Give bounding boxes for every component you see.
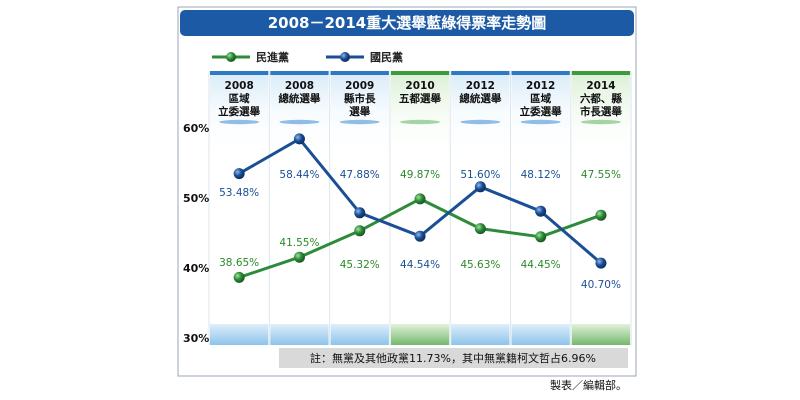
legend: 民進黨 國民黨 — [212, 50, 403, 64]
column-accent — [210, 71, 269, 75]
data-label: 48.12% — [521, 169, 561, 181]
data-label: 44.54% — [400, 259, 440, 271]
column-band — [511, 324, 570, 345]
data-point — [293, 251, 305, 263]
column-background — [210, 71, 269, 161]
column-accent — [270, 71, 329, 75]
column-band — [330, 324, 389, 345]
chart-note: 註：無黨及其他政黨11.73%，其中無黨籍柯文哲占6.96% — [310, 351, 596, 365]
category-label: 總統選舉 — [278, 92, 320, 105]
title-bar — [180, 10, 634, 36]
data-label: 40.70% — [581, 279, 621, 291]
y-tick-label: 40% — [183, 262, 209, 275]
column-accent — [330, 71, 389, 75]
y-tick-label: 30% — [183, 332, 209, 345]
column-band — [571, 324, 631, 345]
data-label: 49.87% — [400, 169, 440, 181]
column-band — [390, 324, 450, 345]
column-accent — [451, 71, 510, 75]
data-point — [414, 230, 426, 242]
legend-marker-dpp — [226, 52, 236, 62]
legend-marker-kmt — [340, 52, 350, 62]
category-label: 2008 — [285, 80, 314, 92]
data-label: 38.65% — [219, 257, 259, 269]
legend-label-kmt: 國民黨 — [370, 50, 403, 64]
data-label: 53.48% — [219, 187, 259, 199]
column-background — [451, 71, 510, 161]
category-label: 立委選舉 — [218, 105, 260, 118]
category-label: 縣市長 — [344, 92, 376, 105]
legend-label-dpp: 民進黨 — [256, 50, 289, 64]
column-backgrounds — [208, 71, 632, 345]
column-background — [511, 71, 570, 161]
series-layer — [233, 133, 607, 283]
data-label: 47.55% — [581, 169, 621, 181]
bottom-bands — [210, 324, 631, 345]
column-background — [270, 71, 329, 161]
column-band — [451, 324, 510, 345]
data-point — [474, 181, 486, 193]
column-background — [571, 71, 631, 161]
column-headers: 2008區域立委選舉2008總統選舉2009縣市長選舉2010五都選舉2012總… — [218, 80, 622, 118]
category-label: 區域 — [229, 92, 250, 105]
data-label: 47.88% — [340, 169, 380, 181]
category-label: 2010 — [405, 80, 434, 92]
category-label: 2012 — [466, 80, 495, 92]
data-point — [535, 231, 547, 243]
data-label: 45.63% — [460, 259, 500, 271]
column-glow — [460, 119, 501, 125]
category-label: 2012 — [526, 80, 555, 92]
category-label: 市長選舉 — [580, 105, 622, 118]
data-label: 41.55% — [279, 237, 319, 249]
category-label: 2009 — [345, 80, 374, 92]
column-glow — [279, 119, 320, 125]
column-glow — [520, 119, 561, 125]
column-background — [330, 71, 389, 161]
data-point — [595, 209, 607, 221]
category-label: 區域 — [530, 92, 551, 105]
data-point — [414, 193, 426, 205]
data-point — [474, 223, 486, 235]
data-label: 58.44% — [279, 169, 319, 181]
data-point — [293, 133, 305, 145]
column-glow — [580, 119, 621, 125]
data-label: 45.32% — [340, 259, 380, 271]
chart-frame — [177, 6, 637, 377]
data-point — [535, 205, 547, 217]
chart-title: 2008－2014重大選舉藍綠得票率走勢圖 — [268, 14, 547, 32]
data-labels: 38.65% 41.55% 45.32% 49.87% 45.63% 44.45% 47.5… — [219, 169, 621, 291]
column-glow — [400, 119, 441, 125]
data-point — [354, 207, 366, 219]
column-band — [270, 324, 329, 345]
data-point — [595, 257, 607, 269]
column-glow — [339, 119, 380, 125]
data-point — [233, 168, 245, 180]
data-label: 44.45% — [521, 259, 561, 271]
column-band — [210, 324, 269, 345]
category-label: 六都、縣 — [580, 92, 622, 105]
category-label: 2008 — [225, 80, 254, 92]
y-tick-label: 60% — [183, 122, 209, 135]
column-accent — [571, 71, 631, 75]
column-accent — [390, 71, 450, 75]
data-point — [354, 225, 366, 237]
column-accent — [511, 71, 570, 75]
category-label: 選舉 — [349, 105, 370, 118]
category-label: 總統選舉 — [459, 92, 501, 105]
column-glow — [219, 119, 260, 125]
category-label: 2014 — [586, 80, 615, 92]
y-axis: 60% 50% 40% 30% — [183, 122, 209, 345]
data-point — [233, 271, 245, 283]
note-box — [279, 348, 628, 368]
chart-credit: 製表／編輯部。 — [550, 378, 627, 392]
y-tick-label: 50% — [183, 192, 209, 205]
data-label: 51.60% — [460, 169, 500, 181]
column-background — [390, 71, 450, 161]
category-label: 立委選舉 — [520, 105, 562, 118]
category-label: 五都選舉 — [399, 92, 441, 105]
